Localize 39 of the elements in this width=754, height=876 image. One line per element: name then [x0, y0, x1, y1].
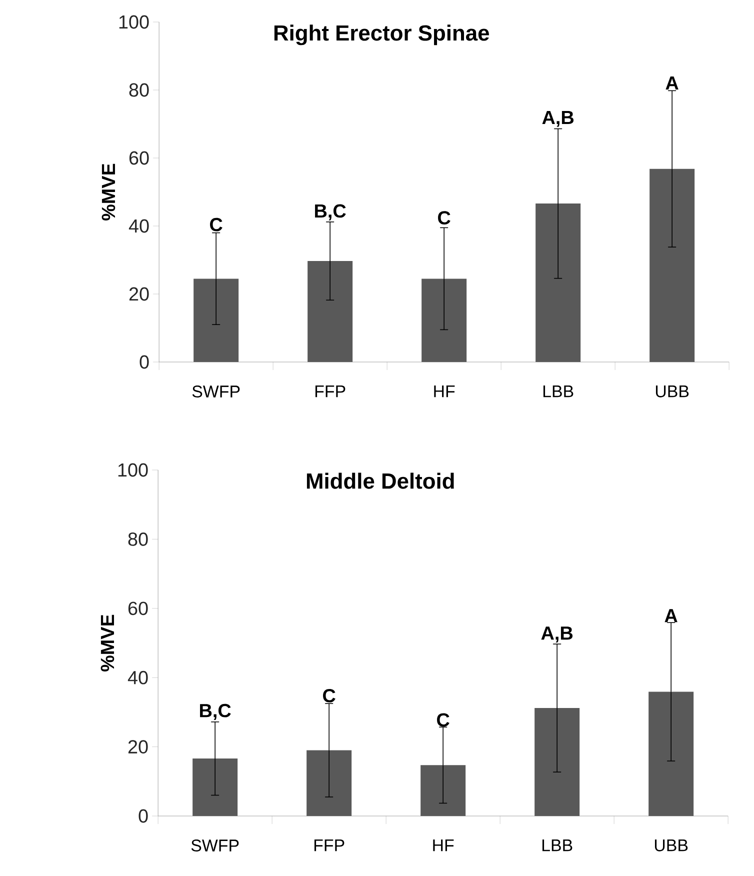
y-tick-label: 40	[128, 670, 148, 684]
annotation: C	[438, 211, 450, 224]
x-tick-label: SWFP	[192, 386, 240, 398]
annotation: A,B	[541, 626, 572, 643]
bar	[650, 168, 695, 362]
x-tick-label: HF	[434, 386, 455, 398]
x-tick-label: HF	[433, 840, 454, 852]
annotation: A	[664, 609, 678, 622]
y-tick-label: 20	[128, 740, 148, 754]
annotation: C	[210, 218, 222, 232]
x-tick-label: SWFP	[191, 840, 239, 852]
chart-title: Middle Deltoid	[306, 472, 454, 489]
x-tick-label: FFP	[314, 840, 344, 852]
x-tick-label: UBB	[656, 386, 689, 398]
y-axis-title: %MVE	[102, 164, 116, 220]
bar	[536, 204, 581, 362]
y-tick-label: 0	[138, 809, 148, 823]
y-tick-label: 0	[140, 355, 149, 369]
y-axis-title: %MVE	[100, 614, 114, 672]
x-tick-label: LBB	[543, 386, 574, 398]
annotation: B,C	[315, 204, 346, 220]
y-tick-label: 80	[129, 83, 149, 97]
bar	[308, 261, 353, 362]
y-tick-label: 80	[128, 532, 148, 546]
annotation: A,B	[542, 110, 574, 127]
annotation: B,C	[200, 704, 231, 720]
x-tick-label: FFP	[315, 386, 346, 398]
y-tick-label: 60	[129, 151, 149, 165]
chart-title: Right Erector Spinae	[274, 24, 489, 46]
y-tick-label: 100	[118, 463, 148, 477]
x-tick-label: LBB	[542, 840, 572, 852]
annotation: C	[436, 713, 450, 727]
annotation: C	[322, 688, 336, 702]
x-tick-label: UBB	[654, 840, 688, 852]
annotation: A	[666, 76, 678, 90]
y-tick-label: 60	[128, 602, 148, 616]
y-tick-label: 20	[129, 287, 149, 301]
y-tick-label: 40	[128, 219, 149, 233]
y-tick-label: 100	[119, 15, 149, 29]
